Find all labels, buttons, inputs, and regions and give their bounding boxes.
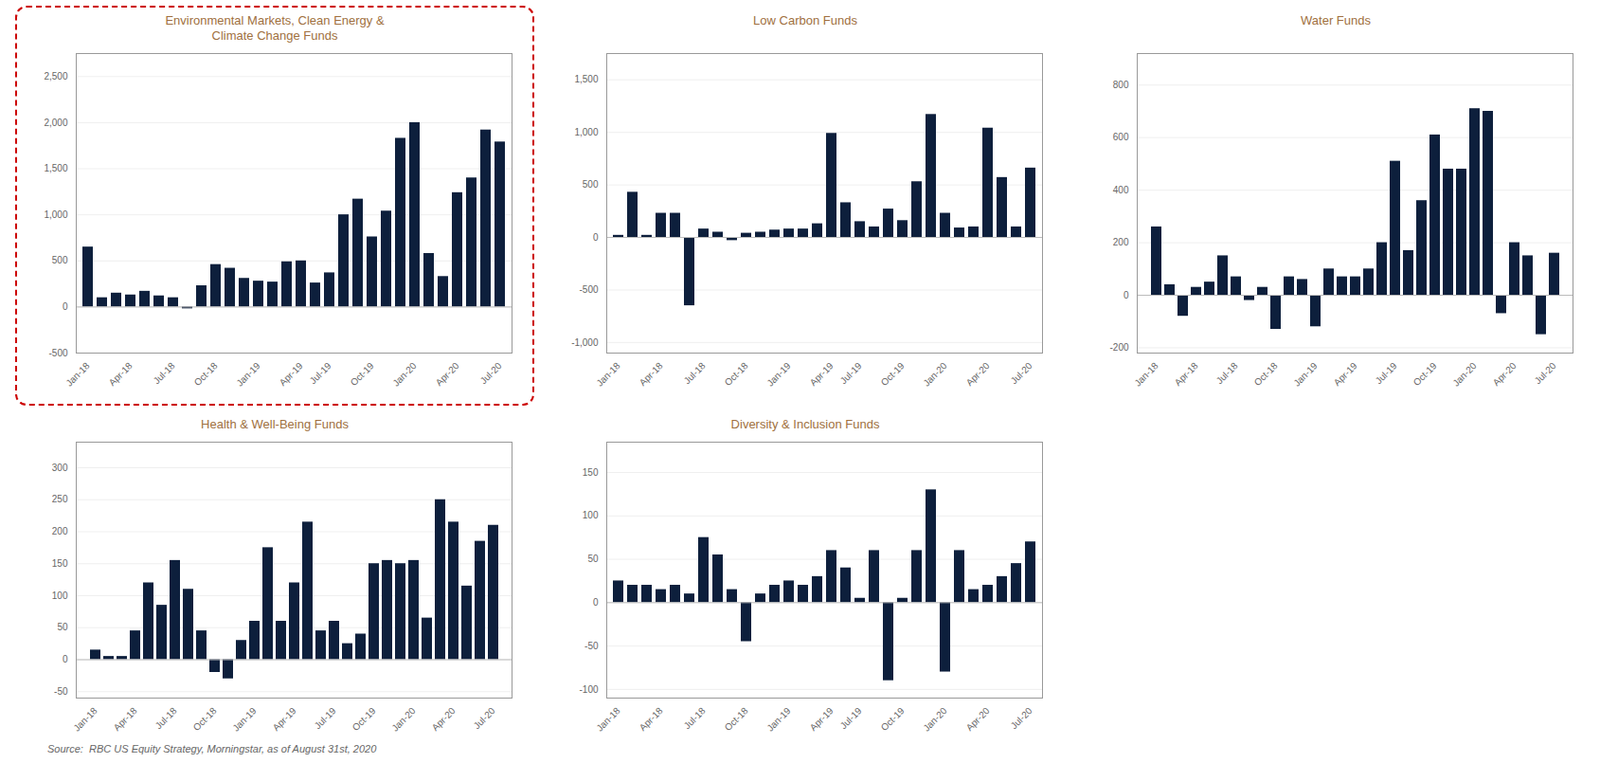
svg-text:Jan-18: Jan-18 xyxy=(593,704,623,734)
svg-text:150: 150 xyxy=(52,557,69,569)
html-text:Environmental Markets, Clean E: Environmental Markets, Clean Energy & Cl… xyxy=(165,13,385,43)
svg-text:0: 0 xyxy=(593,232,599,243)
svg-text:Jul-18: Jul-18 xyxy=(682,359,708,386)
svg-text:Apr-20: Apr-20 xyxy=(964,359,992,388)
svg-text:Apr-18: Apr-18 xyxy=(637,704,666,733)
svg-text:Jul-20: Jul-20 xyxy=(1532,359,1559,386)
svg-text:Jan-18: Jan-18 xyxy=(1132,359,1161,389)
svg-text:500: 500 xyxy=(52,254,69,266)
svg-text:1,000: 1,000 xyxy=(574,126,598,138)
svg-text:0: 0 xyxy=(1123,289,1130,301)
svg-text:Jul-18: Jul-18 xyxy=(1214,359,1241,386)
html-text:Health & Well-Being Funds: Health & Well-Being Funds xyxy=(200,416,349,432)
html-text:Diversity & Inclusion Funds: Diversity & Inclusion Funds xyxy=(730,416,880,432)
svg-text:Jan-19: Jan-19 xyxy=(230,704,259,734)
html-text:Water Funds: Water Funds xyxy=(1300,13,1371,28)
svg-text:-500: -500 xyxy=(48,347,68,359)
html-text:Source: RBC US Equity Strategy: Source: RBC US Equity Strategy, Mornings… xyxy=(47,742,377,755)
svg-text:Apr-18: Apr-18 xyxy=(111,704,140,733)
svg-text:Jan-19: Jan-19 xyxy=(764,359,793,389)
svg-text:Oct-18: Oct-18 xyxy=(192,359,220,388)
svg-text:150: 150 xyxy=(582,467,599,478)
svg-text:Jan-19: Jan-19 xyxy=(233,359,263,389)
svg-text:Apr-19: Apr-19 xyxy=(808,359,836,388)
svg-text:Jan-19: Jan-19 xyxy=(764,704,793,734)
svg-text:Oct-18: Oct-18 xyxy=(722,704,751,733)
svg-text:Apr-20: Apr-20 xyxy=(430,704,458,733)
svg-text:100: 100 xyxy=(52,590,69,601)
svg-text:Jul-19: Jul-19 xyxy=(1373,359,1400,386)
svg-text:Jul-20: Jul-20 xyxy=(1008,359,1035,386)
svg-text:Jan-18: Jan-18 xyxy=(71,704,100,734)
svg-text:Oct-18: Oct-18 xyxy=(191,704,219,733)
svg-text:Apr-19: Apr-19 xyxy=(270,704,299,733)
svg-text:Jan-20: Jan-20 xyxy=(390,359,419,389)
svg-text:Jan-20: Jan-20 xyxy=(389,704,418,734)
svg-text:0: 0 xyxy=(62,301,69,312)
svg-text:Jan-18: Jan-18 xyxy=(63,359,92,389)
svg-text:Oct-18: Oct-18 xyxy=(722,359,751,388)
svg-text:-500: -500 xyxy=(578,284,598,295)
svg-text:Jan-19: Jan-19 xyxy=(1291,359,1320,389)
svg-text:2,500: 2,500 xyxy=(43,71,68,82)
svg-text:-50: -50 xyxy=(53,685,69,697)
svg-text:Jan-20: Jan-20 xyxy=(920,704,950,734)
svg-text:50: 50 xyxy=(587,553,599,564)
svg-text:Jul-19: Jul-19 xyxy=(838,359,864,386)
svg-text:Jul-19: Jul-19 xyxy=(312,704,339,731)
svg-text:Jul-20: Jul-20 xyxy=(1008,704,1035,731)
svg-text:-50: -50 xyxy=(584,640,599,651)
svg-text:0: 0 xyxy=(593,596,599,608)
svg-text:400: 400 xyxy=(1113,184,1130,196)
svg-text:Apr-20: Apr-20 xyxy=(433,359,462,388)
svg-text:Oct-19: Oct-19 xyxy=(350,704,378,733)
svg-text:Apr-19: Apr-19 xyxy=(277,359,306,388)
svg-text:Oct-18: Oct-18 xyxy=(1252,359,1280,388)
svg-text:0: 0 xyxy=(62,653,69,665)
svg-text:500: 500 xyxy=(582,179,599,190)
svg-text:300: 300 xyxy=(52,462,69,473)
html-text:Low Carbon Funds: Low Carbon Funds xyxy=(753,13,858,28)
svg-text:50: 50 xyxy=(56,621,69,632)
svg-text:Apr-18: Apr-18 xyxy=(107,359,135,388)
svg-text:Oct-19: Oct-19 xyxy=(879,704,907,733)
svg-text:Apr-19: Apr-19 xyxy=(808,704,836,733)
svg-text:Apr-19: Apr-19 xyxy=(1331,359,1360,388)
svg-text:250: 250 xyxy=(52,493,69,504)
svg-text:Jan-18: Jan-18 xyxy=(593,359,623,389)
svg-text:Jul-18: Jul-18 xyxy=(682,704,708,731)
svg-text:800: 800 xyxy=(1113,79,1130,90)
svg-text:Jul-19: Jul-19 xyxy=(307,359,334,386)
svg-text:1,000: 1,000 xyxy=(43,209,68,220)
svg-text:Jul-19: Jul-19 xyxy=(838,704,864,731)
svg-text:1,500: 1,500 xyxy=(574,73,598,85)
svg-text:200: 200 xyxy=(52,525,69,537)
svg-text:Jul-20: Jul-20 xyxy=(471,704,498,731)
svg-text:-100: -100 xyxy=(578,683,598,695)
svg-text:Apr-18: Apr-18 xyxy=(1172,359,1201,388)
svg-text:2,000: 2,000 xyxy=(43,117,68,128)
svg-text:Jul-18: Jul-18 xyxy=(153,704,180,731)
svg-text:-1,000: -1,000 xyxy=(571,337,599,348)
svg-text:Apr-18: Apr-18 xyxy=(637,359,666,388)
svg-text:200: 200 xyxy=(1113,236,1130,248)
svg-text:Oct-19: Oct-19 xyxy=(1411,359,1439,388)
svg-text:Jan-20: Jan-20 xyxy=(1450,359,1479,389)
svg-text:Oct-19: Oct-19 xyxy=(879,359,907,388)
svg-text:Apr-20: Apr-20 xyxy=(1491,359,1519,388)
svg-text:-200: -200 xyxy=(1109,341,1129,353)
svg-text:100: 100 xyxy=(582,509,599,521)
svg-text:Jan-20: Jan-20 xyxy=(920,359,950,389)
svg-text:Jul-20: Jul-20 xyxy=(478,359,504,386)
svg-text:1,500: 1,500 xyxy=(43,162,68,174)
svg-text:Oct-19: Oct-19 xyxy=(348,359,377,388)
svg-text:600: 600 xyxy=(1113,131,1130,143)
svg-text:Apr-20: Apr-20 xyxy=(964,704,992,733)
svg-text:Jul-18: Jul-18 xyxy=(151,359,178,386)
